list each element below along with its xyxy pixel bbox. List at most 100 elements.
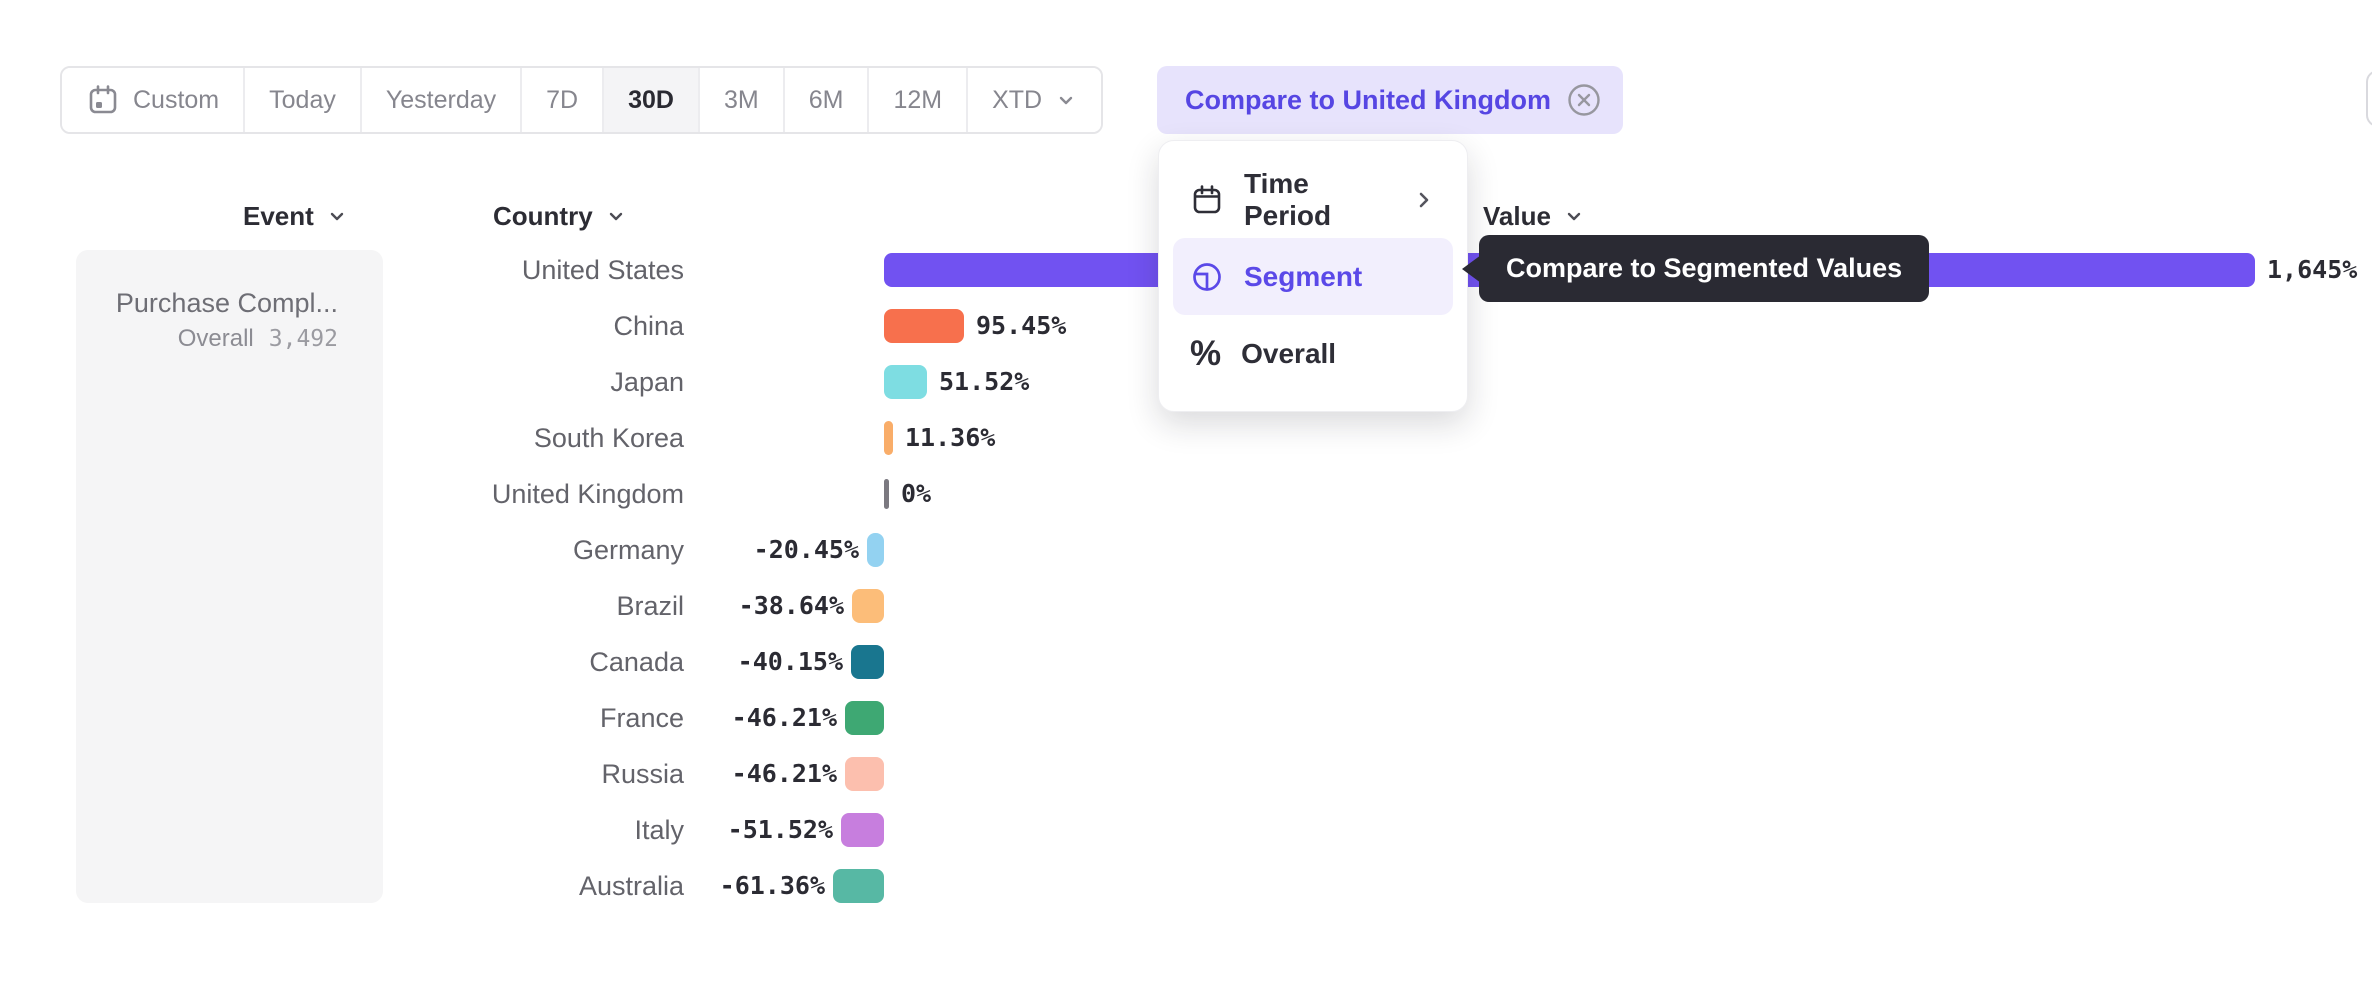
event-card-metric-value: 3,492: [268, 326, 338, 352]
tooltip-arrow-icon: [1462, 254, 1481, 283]
chevron-down-icon: [326, 205, 348, 227]
chart-bar[interactable]: [867, 533, 884, 567]
value-label: -20.45%: [753, 535, 859, 564]
chart-row-south-korea: South Korea 11.36%: [0, 410, 2372, 466]
toolbar-button-12m[interactable]: 12M: [867, 68, 967, 132]
chart-bar[interactable]: [884, 365, 927, 399]
column-header-value-label: Value: [1483, 200, 1551, 231]
value-label: -46.21%: [731, 703, 837, 732]
value-label: 0%: [901, 479, 932, 508]
chart-row-italy: Italy -51.52%: [0, 802, 2372, 858]
toolbar-button-label: 30D: [628, 85, 674, 114]
toolbar-button-label: 12M: [893, 85, 943, 114]
country-label: Canada: [589, 647, 684, 677]
menu-item-time-period[interactable]: Time Period: [1173, 161, 1453, 238]
country-label: Brazil: [616, 591, 684, 621]
compare-chip[interactable]: Compare to United Kingdom: [1157, 66, 1623, 134]
zero-marker: [884, 479, 889, 509]
chevron-right-icon: [1412, 188, 1436, 212]
value-label: 11.36%: [905, 423, 996, 452]
toolbar-button-today[interactable]: Today: [243, 68, 360, 132]
country-label: China: [613, 311, 684, 341]
column-header-value[interactable]: Value: [1483, 196, 1585, 236]
menu-item-segment[interactable]: Segment: [1173, 238, 1453, 315]
percent-icon: %: [1190, 333, 1222, 373]
chevron-down-icon: [1563, 205, 1585, 227]
toolbar-button-label: Custom: [133, 85, 220, 114]
toolbar-button-6m[interactable]: 6M: [782, 68, 868, 132]
toolbar-button-custom[interactable]: Custom: [62, 68, 244, 132]
tooltip-text: Compare to Segmented Values: [1479, 235, 1930, 302]
chart-bar[interactable]: [851, 645, 884, 679]
country-label: Australia: [578, 871, 684, 901]
calendar-icon: [1190, 183, 1224, 217]
toolbar-button-label: 7D: [546, 85, 579, 114]
column-header-country-label: Country: [493, 200, 593, 231]
chart-bar[interactable]: [845, 701, 884, 735]
country-label: South Korea: [533, 423, 684, 453]
value-label: -46.21%: [731, 759, 837, 788]
chart-bar[interactable]: [833, 869, 884, 903]
chart-row-brazil: Brazil -38.64%: [0, 578, 2372, 634]
column-header-event[interactable]: Event: [243, 196, 348, 236]
column-header-country[interactable]: Country: [493, 196, 627, 236]
value-label: 1,645%: [2267, 255, 2358, 284]
close-circle-icon[interactable]: [1567, 83, 1601, 117]
chart-bar[interactable]: [841, 813, 884, 847]
chart-row-united-kingdom: United Kingdom 0%: [0, 466, 2372, 522]
country-label: Germany: [572, 535, 684, 565]
toolbar-button-xtd[interactable]: XTD: [966, 68, 1102, 132]
chart-row-germany: Germany -20.45%: [0, 522, 2372, 578]
value-label: -51.52%: [727, 815, 833, 844]
chart-row-france: France -46.21%: [0, 690, 2372, 746]
value-label: -38.64%: [738, 591, 844, 620]
value-label: 51.52%: [939, 367, 1030, 396]
tooltip: Compare to Segmented Values: [1462, 235, 1930, 302]
chart-bar[interactable]: [852, 589, 884, 623]
toolbar-button-label: 3M: [723, 85, 759, 114]
toolbar-button-label: Today: [269, 85, 336, 114]
toolbar-button-label: 6M: [808, 85, 844, 114]
toolbar-button-yesterday[interactable]: Yesterday: [359, 68, 521, 132]
chart-bar[interactable]: [884, 309, 964, 343]
chevron-down-icon: [1055, 89, 1077, 111]
menu-item-overall[interactable]: % Overall: [1173, 315, 1453, 392]
value-label: -40.15%: [737, 647, 843, 676]
clipped-edge-control[interactable]: [2366, 70, 2372, 127]
menu-item-label: Segment: [1244, 260, 1363, 292]
date-range-toolbar: Custom Today Yesterday 7D 30D 3M 6M 12M XTD: [60, 66, 1104, 134]
compare-chip-label: Compare to United Kingdom: [1185, 84, 1551, 115]
value-label: -61.36%: [719, 871, 825, 900]
event-card[interactable]: Purchase Compl... Overall 3,492: [76, 250, 383, 903]
country-label: Japan: [610, 367, 684, 397]
toolbar-button-label: Yesterday: [385, 85, 497, 114]
chart-row-japan: Japan 51.52%: [0, 354, 2372, 410]
menu-item-label: Time Period: [1244, 167, 1332, 231]
country-label: Russia: [601, 759, 684, 789]
toolbar-button-3m[interactable]: 3M: [697, 68, 783, 132]
country-label: France: [599, 703, 684, 733]
toolbar-button-label: XTD: [992, 85, 1043, 114]
toolbar-button-30d[interactable]: 30D: [602, 68, 698, 132]
chart-row-russia: Russia -46.21%: [0, 746, 2372, 802]
value-label: 95.45%: [976, 311, 1067, 340]
chart-bar[interactable]: [884, 421, 893, 455]
chevron-down-icon: [605, 205, 627, 227]
country-label: United Kingdom: [491, 479, 684, 509]
chart-row-australia: Australia -61.36%: [0, 858, 2372, 914]
chart-row-canada: Canada -40.15%: [0, 634, 2372, 690]
event-card-title: Purchase Compl...: [115, 288, 338, 318]
country-label: Italy: [634, 815, 684, 845]
event-card-metric-label: Overall: [177, 325, 254, 352]
toolbar-button-7d[interactable]: 7D: [520, 68, 603, 132]
compare-dropdown-menu: Time Period Segment% Overall: [1158, 140, 1468, 412]
calendar-custom-icon: [86, 83, 120, 117]
chart-row-china: China 95.45%: [0, 298, 2372, 354]
event-card-metric: Overall 3,492: [76, 325, 338, 353]
column-header-event-label: Event: [243, 200, 314, 231]
country-label: United States: [521, 255, 684, 285]
chart-bar[interactable]: [845, 757, 884, 791]
segment-icon: [1190, 260, 1224, 294]
menu-item-label: Overall: [1241, 337, 1337, 369]
